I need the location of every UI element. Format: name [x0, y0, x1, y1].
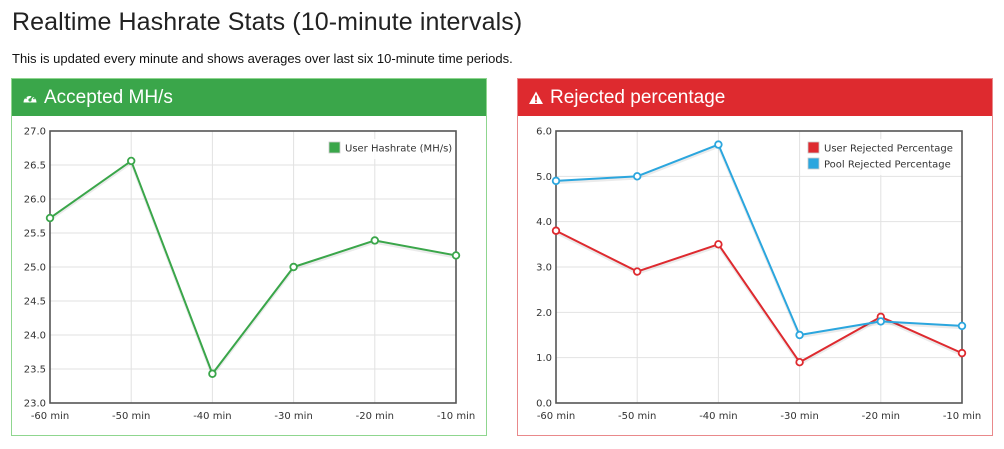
x-tick-label: -30 min — [780, 411, 818, 422]
series-shadow — [49, 160, 457, 379]
x-tick-label: -10 min — [437, 411, 475, 422]
plot-frame — [555, 130, 963, 404]
rejected-panel-header: Rejected percentage — [518, 79, 992, 116]
page-subtitle: This is updated every minute and shows a… — [12, 51, 513, 66]
legend-swatch — [807, 141, 820, 154]
page-title: Realtime Hashrate Stats (10-minute inter… — [12, 8, 523, 36]
y-tick-label: 25.5 — [24, 229, 46, 240]
y-tick-label: 25.0 — [24, 263, 46, 274]
data-point — [451, 251, 461, 260]
series-line — [49, 159, 457, 375]
rejected-chart: -60 min -50 min -40 min -30 min -20 min -10 m… — [536, 127, 981, 423]
x-tick-label: -10 min — [943, 411, 981, 422]
data-point — [208, 369, 217, 378]
x-tick-label: -20 min — [356, 411, 394, 422]
y-tick-label: 1.0 — [536, 353, 552, 364]
series-line — [555, 229, 963, 364]
y-tick-label: 27.0 — [24, 127, 46, 138]
rejected-panel-title: Rejected percentage — [550, 86, 726, 108]
data-point — [289, 262, 298, 272]
dashboard-icon — [22, 90, 38, 106]
legend-label: User Rejected Percentage — [824, 144, 953, 155]
x-tick-label: -60 min — [537, 411, 575, 422]
plot-frame — [49, 130, 457, 404]
y-tick-label: 0.0 — [536, 399, 552, 410]
data-point — [370, 236, 379, 245]
y-tick-label: 4.0 — [536, 217, 552, 228]
x-tick-label: -20 min — [862, 411, 900, 422]
data-point — [551, 176, 561, 186]
x-tick-label: -60 min — [31, 411, 69, 422]
x-tick-label: -40 min — [699, 411, 737, 422]
data-point — [795, 357, 804, 367]
series-shadow — [555, 231, 963, 366]
legend-swatch — [328, 141, 341, 154]
data-point — [45, 213, 55, 223]
y-tick-label: 2.0 — [536, 308, 552, 319]
legend-label: User Hashrate (MH/s) — [345, 144, 452, 155]
y-tick-label: 23.0 — [24, 399, 46, 410]
rejected-panel: Rejected percentage -60 min -50 min -40 mi… — [517, 78, 993, 436]
legend-swatch — [807, 157, 820, 170]
y-tick-label: 23.5 — [24, 365, 46, 376]
accepted-panel: Accepted MH/s -60 min -50 min -40 min -30 m… — [11, 78, 487, 436]
data-point — [876, 317, 885, 326]
accepted-panel-title: Accepted MH/s — [44, 86, 173, 108]
data-point — [632, 172, 642, 181]
y-tick-label: 24.0 — [24, 331, 46, 342]
y-tick-label: 6.0 — [536, 127, 552, 138]
y-tick-label: 3.0 — [536, 263, 552, 274]
data-point — [126, 156, 136, 166]
x-tick-label: -50 min — [618, 411, 656, 422]
x-tick-label: -30 min — [274, 411, 312, 422]
data-point — [957, 321, 967, 331]
legend-box — [804, 139, 956, 175]
data-point — [957, 348, 967, 358]
warning-icon — [528, 90, 544, 106]
accepted-chart: -60 min -50 min -40 min -30 min -20 min -10 m… — [24, 127, 475, 423]
legend-label: Pool Rejected Percentage — [824, 160, 951, 171]
accepted-panel-header: Accepted MH/s — [12, 79, 486, 116]
data-point — [632, 267, 642, 276]
y-tick-label: 26.0 — [24, 195, 46, 206]
data-point — [551, 226, 561, 235]
x-tick-label: -50 min — [112, 411, 150, 422]
y-tick-label: 5.0 — [536, 172, 552, 183]
series-line — [555, 143, 963, 336]
legend-box — [325, 139, 450, 159]
x-tick-label: -40 min — [193, 411, 231, 422]
data-point — [714, 240, 723, 249]
y-tick-label: 26.5 — [24, 161, 46, 172]
y-tick-label: 24.5 — [24, 297, 46, 308]
data-point — [714, 140, 723, 149]
data-point — [795, 330, 804, 340]
